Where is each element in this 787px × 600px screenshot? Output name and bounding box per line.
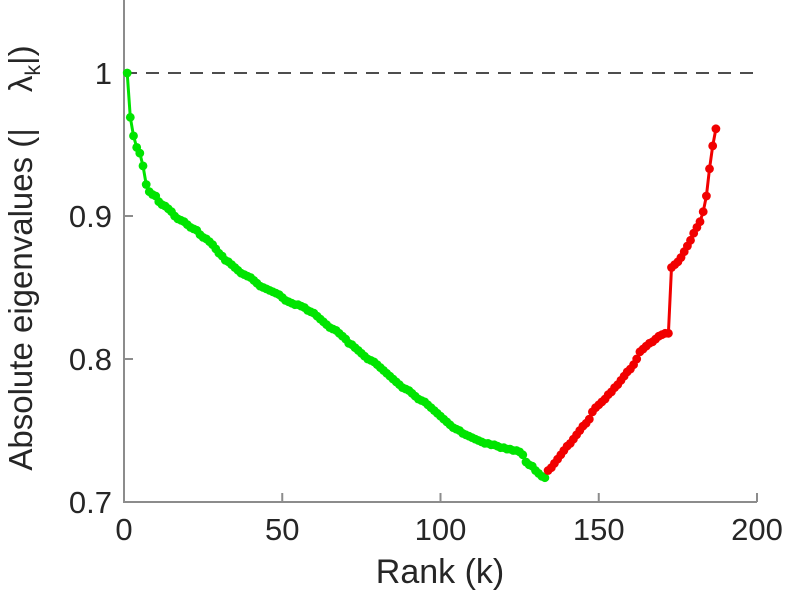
descending-eigenvalues-green-marker [138, 161, 148, 171]
descending-eigenvalues-green-marker [141, 180, 151, 189]
ascending-eigenvalues-red-marker [708, 141, 718, 151]
ascending-eigenvalues-red-marker [705, 164, 714, 174]
lambda-subscript: k [20, 64, 45, 76]
ascending-eigenvalues-red-marker [695, 217, 705, 227]
descending-eigenvalues-green-marker [129, 131, 138, 141]
descending-eigenvalues-green-line [125, 72, 546, 480]
y-axis-label: Absolute eigenvalues (| λk|) [2, 45, 46, 470]
ascending-eigenvalues-red-marker [711, 124, 721, 134]
ascending-eigenvalues-red-marker [686, 235, 695, 245]
ascending-eigenvalues-red-marker [632, 354, 642, 364]
y-axis-label-prefix: Absolute eigenvalues (| [2, 128, 40, 471]
x-tick-label: 50 [265, 512, 299, 547]
descending-eigenvalues-green-marker [518, 450, 528, 460]
ascending-eigenvalues-red-line [547, 128, 718, 472]
descending-eigenvalues-green-marker [125, 112, 135, 122]
descending-eigenvalues-green-marker [540, 473, 550, 483]
y-axis-label-suffix: |) [2, 45, 40, 65]
descending-eigenvalues-green-marker [122, 68, 132, 78]
ascending-eigenvalues-red-marker [702, 191, 711, 201]
x-tick-label: 0 [115, 512, 132, 547]
x-tick-label: 200 [731, 512, 783, 547]
x-axis-label: Rank (k) [375, 553, 505, 591]
descending-eigenvalues-green-marker [135, 148, 145, 158]
y-tick-label: 0.8 [69, 342, 112, 377]
ascending-eigenvalues-red-marker [698, 207, 708, 217]
y-tick-label: 1 [95, 56, 112, 91]
ascending-eigenvalues-red-marker [584, 414, 594, 424]
y-tick-label: 0.7 [69, 485, 112, 520]
y-tick-label: 0.9 [69, 199, 112, 234]
x-tick-label: 150 [573, 512, 625, 547]
ascending-eigenvalues-red-marker [664, 328, 673, 338]
lambda-symbol: λ [2, 75, 40, 93]
x-tick-label: 100 [415, 512, 467, 547]
